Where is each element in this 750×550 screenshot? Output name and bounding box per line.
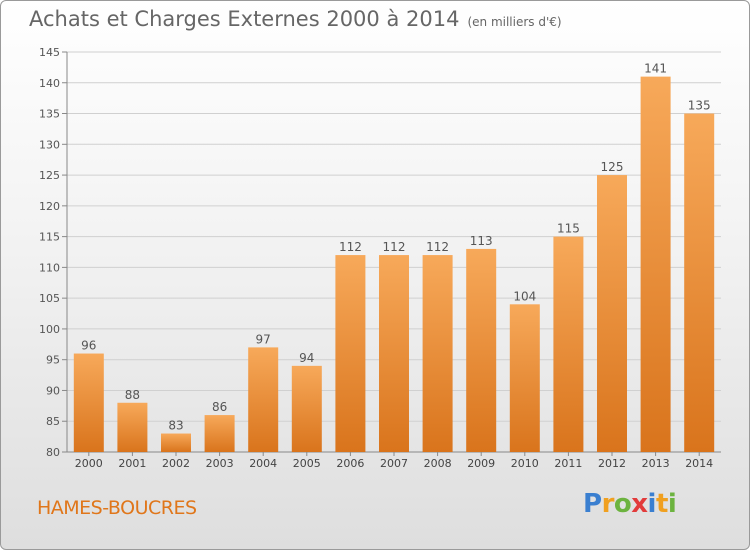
bar [509,304,540,452]
bar [422,255,453,452]
title-unit: (en milliers d'€) [467,15,562,29]
data-label: 104 [513,289,536,303]
logo-letter: t [655,489,668,519]
place-name: HAMES-BOUCRES [37,497,197,519]
data-label: 97 [256,332,271,346]
x-tick-label: 2002 [162,457,190,470]
data-label: 125 [601,160,624,174]
y-tick-label: 95 [46,354,60,367]
y-tick-label: 90 [46,384,60,397]
data-label: 112 [426,240,449,254]
y-tick-label: 115 [39,231,60,244]
y-tick-label: 125 [39,169,60,182]
bar [291,365,322,452]
y-tick-label: 135 [39,108,60,121]
bar [553,236,584,452]
x-tick-label: 2013 [642,457,670,470]
y-tick-label: 105 [39,292,60,305]
data-label: 112 [339,240,362,254]
x-tick-label: 2006 [336,457,364,470]
logo-letter: x [631,489,648,519]
data-label: 94 [299,351,314,365]
x-tick-label: 2012 [598,457,626,470]
y-tick-label: 85 [46,415,60,428]
y-tick-label: 100 [39,323,60,336]
logo-letter: i [647,489,657,519]
y-tick-label: 80 [46,446,60,459]
x-tick-label: 2009 [467,457,495,470]
data-label: 83 [168,419,183,433]
bar [379,255,409,452]
logo-letter: P [583,489,602,519]
x-tick-label: 2010 [511,457,539,470]
bar [466,248,497,452]
logo-letter: i [667,489,677,519]
x-tick-label: 2000 [75,457,103,470]
bar [161,433,191,452]
data-label: 113 [470,234,493,248]
x-tick-label: 2004 [249,457,277,470]
y-tick-label: 120 [39,200,60,213]
bar [684,113,715,453]
chart-title: Achats et Charges Externes 2000 à 2014 (e… [29,7,562,31]
bar [597,175,627,453]
bar [335,255,366,452]
y-tick-label: 130 [39,138,60,151]
x-tick-label: 2007 [380,457,408,470]
data-label: 86 [212,400,227,414]
x-tick-label: 2008 [424,457,452,470]
bar [640,76,671,452]
y-tick-label: 140 [39,77,60,90]
data-label: 112 [383,240,406,254]
x-tick-label: 2014 [685,457,713,470]
y-tick-label: 110 [39,261,60,274]
proxiti-logo: Proxiti [583,489,677,519]
x-tick-label: 2011 [554,457,582,470]
data-label: 96 [81,339,96,353]
bar [73,353,104,452]
x-tick-label: 2001 [118,457,146,470]
logo-letter: o [613,489,632,519]
bar [117,402,148,452]
x-tick-label: 2003 [206,457,234,470]
x-tick-label: 2005 [293,457,321,470]
y-tick-label: 145 [39,46,60,59]
title-text: Achats et Charges Externes 2000 à 2014 [29,7,460,31]
data-label: 88 [125,388,140,402]
bar [248,347,279,452]
bar [204,415,235,452]
data-label: 141 [644,62,667,76]
logo-letter: r [601,489,615,519]
data-label: 135 [688,99,711,113]
data-label: 115 [557,222,580,236]
